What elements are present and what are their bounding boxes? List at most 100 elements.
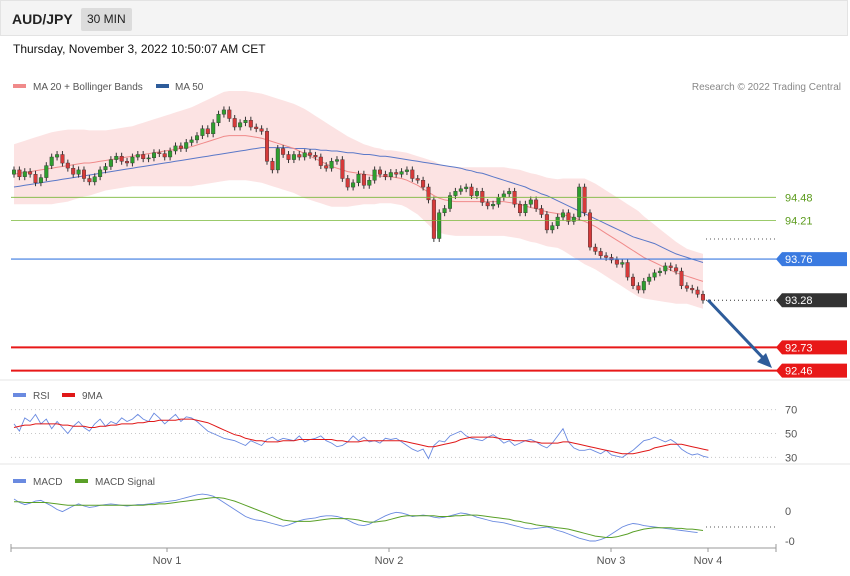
- candle-body: [388, 172, 393, 178]
- candle-body: [480, 191, 485, 203]
- candle-body: [367, 179, 372, 186]
- candle-body: [636, 285, 641, 291]
- rsi-tick-label: 30: [785, 452, 797, 464]
- candle-body: [124, 161, 129, 164]
- candle-body: [410, 169, 415, 179]
- candle-body: [324, 165, 329, 169]
- candle-body: [243, 119, 248, 123]
- candle-body: [168, 150, 173, 158]
- candle-body: [286, 154, 291, 160]
- candle-body: [98, 169, 103, 177]
- candle-body: [356, 173, 361, 183]
- candle-body: [674, 267, 679, 272]
- candle-body: [614, 259, 619, 265]
- macd-line: [13, 493, 698, 542]
- candle-body: [679, 270, 684, 286]
- candle-body: [399, 171, 404, 175]
- candle-body: [351, 182, 356, 188]
- candle-body: [162, 153, 167, 158]
- candle-body: [108, 159, 113, 167]
- candle-body: [232, 118, 237, 128]
- candle-body: [501, 193, 506, 198]
- candle-body: [566, 212, 571, 222]
- candle-body: [431, 199, 436, 239]
- legend-macd-signal-swatch: [75, 479, 88, 483]
- price-panel: [11, 91, 706, 309]
- candle-body: [81, 169, 86, 179]
- resistance-label: 94.21: [785, 215, 813, 227]
- candle-body: [216, 113, 221, 123]
- legend-rsi-swatch: [13, 393, 26, 397]
- candle-body: [184, 142, 189, 149]
- candle-body: [464, 186, 469, 189]
- candle-body: [491, 203, 496, 207]
- candle-body: [227, 109, 232, 119]
- candle-body: [211, 122, 216, 134]
- candle-body: [114, 155, 119, 160]
- candle-body: [297, 154, 302, 158]
- candle-body: [248, 119, 253, 128]
- candle-body: [345, 178, 350, 188]
- candle-body: [588, 212, 593, 248]
- candle-body: [496, 197, 501, 205]
- candle-body: [437, 212, 442, 239]
- candle-body: [448, 195, 453, 209]
- candle-body: [485, 202, 490, 207]
- timeframe-button[interactable]: 30 MIN: [81, 8, 132, 31]
- candle-body: [415, 178, 420, 181]
- candle-body: [44, 165, 49, 178]
- candle-body: [372, 169, 377, 181]
- candle-body: [426, 186, 431, 201]
- candle-body: [76, 169, 81, 175]
- candle-body: [238, 122, 243, 128]
- candle-body: [135, 154, 140, 158]
- candle-body: [474, 191, 479, 196]
- rsi-tick-label: 50: [785, 429, 797, 441]
- candle-body: [302, 152, 307, 158]
- candle-body: [684, 285, 689, 289]
- candle-body: [571, 216, 576, 222]
- toolbar: AUD/JPY 30 MIN: [0, 0, 848, 36]
- candle-body: [550, 225, 555, 231]
- candle-body: [690, 288, 695, 291]
- legend-macd-signal-label: MACD Signal: [95, 477, 155, 488]
- candle-body: [544, 214, 549, 231]
- last-label: 93.28: [785, 295, 813, 307]
- candle-body: [394, 172, 399, 175]
- candle-body: [11, 169, 16, 175]
- x-tick-label: Nov 3: [597, 555, 626, 567]
- candle-body: [340, 159, 345, 179]
- resistance-label: 94.48: [785, 192, 813, 204]
- candle-body: [38, 177, 43, 183]
- candle-body: [103, 166, 108, 171]
- candle-body: [577, 186, 582, 218]
- candle-body: [663, 265, 668, 272]
- candle-body: [60, 154, 65, 164]
- candle-body: [701, 294, 706, 301]
- candle-body: [119, 155, 124, 162]
- candle-body: [458, 188, 463, 192]
- legend-ma50-label: MA 50: [175, 82, 204, 93]
- bollinger-band: [14, 91, 703, 309]
- forecast-arrow: [706, 298, 772, 368]
- pivot-tag: [776, 252, 847, 267]
- macd-tick-label: -0: [785, 536, 795, 548]
- candle-body: [598, 251, 603, 256]
- symbol-title: AUD/JPY: [12, 11, 73, 27]
- last-tag: [776, 293, 847, 308]
- candle-body: [55, 154, 60, 158]
- candle-body: [534, 199, 539, 209]
- legend-rsi-ma-swatch: [62, 393, 75, 397]
- candle-body: [652, 272, 657, 278]
- support-tag: [776, 340, 847, 355]
- pivot-label: 93.76: [785, 254, 813, 266]
- x-axis-ticks: Nov 1 Nov 2 Nov 3 Nov 4: [10, 544, 777, 567]
- candle-body: [668, 265, 673, 268]
- candle-body: [146, 157, 151, 160]
- candle-body: [641, 281, 646, 291]
- candle-body: [141, 154, 146, 160]
- candle-body: [259, 128, 264, 132]
- candle-body: [254, 126, 259, 129]
- candle-body: [194, 135, 199, 141]
